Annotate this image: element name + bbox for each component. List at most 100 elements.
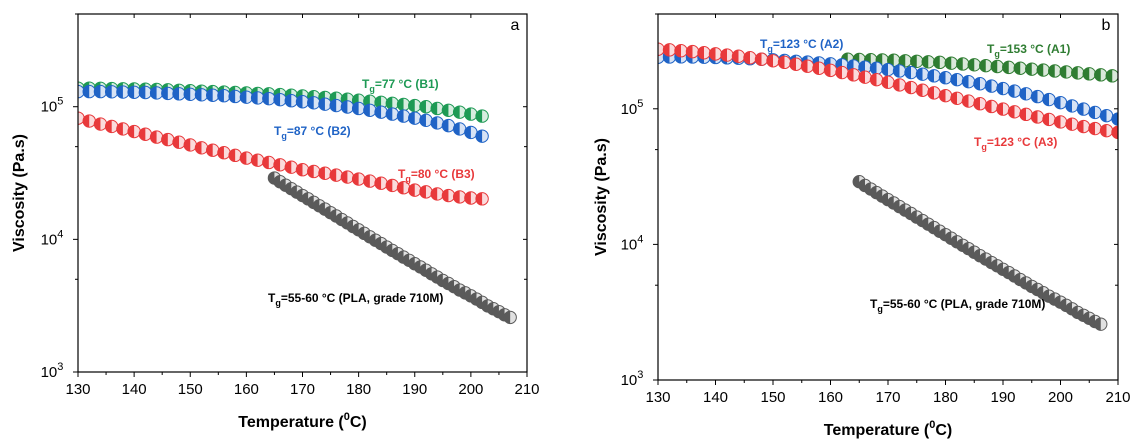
y-axis: 103 104 105	[621, 13, 1118, 389]
series-b-0	[841, 52, 1118, 83]
data-point	[419, 113, 433, 127]
x-tick-label: 170	[875, 389, 900, 406]
data-point	[910, 54, 924, 68]
data-point	[921, 55, 935, 69]
data-point	[441, 103, 456, 117]
x-axis: 130 140 150 160 170 180 190 200 210	[65, 14, 540, 398]
data-point	[812, 61, 826, 75]
data-point	[419, 185, 433, 199]
data-point	[789, 57, 803, 71]
x-tick-label: 160	[234, 381, 259, 398]
data-point	[273, 92, 287, 107]
data-point	[662, 43, 677, 57]
data-point	[1071, 66, 1085, 80]
data-point	[881, 62, 895, 77]
x-tick-label: 160	[818, 389, 843, 406]
y-axis-title: Viscosity (Pa.s)	[11, 134, 28, 252]
data-point	[777, 55, 792, 70]
data-point	[1036, 63, 1050, 77]
data-point	[823, 63, 838, 78]
data-point	[172, 87, 186, 101]
x-tick-label: 190	[990, 389, 1015, 406]
x-tick-label: 130	[65, 381, 90, 398]
data-point	[967, 58, 981, 72]
data-point	[1007, 105, 1022, 119]
data-point	[990, 59, 1004, 74]
data-point	[82, 84, 96, 99]
data-point	[869, 61, 884, 75]
data-point	[408, 183, 422, 197]
data-point	[1076, 102, 1091, 116]
data-point	[295, 95, 310, 109]
data-point	[973, 77, 987, 91]
x-tick-label: 140	[703, 389, 728, 406]
data-point	[284, 160, 298, 174]
data-point	[452, 190, 467, 204]
x-tick-label: 190	[402, 381, 427, 398]
data-point	[194, 88, 209, 102]
data-point	[183, 138, 197, 152]
x-axis-title: Temperature (0C)	[824, 419, 953, 439]
chart-panel-b: 130 140 150 160 170 180 190 200 210 103 104 105 Temp…	[593, 13, 1131, 439]
data-point	[250, 91, 265, 105]
data-point	[766, 54, 780, 68]
data-point	[1019, 107, 1033, 122]
data-point	[149, 86, 164, 100]
x-tick-label: 140	[122, 381, 147, 398]
data-point	[452, 122, 467, 136]
data-point	[984, 99, 999, 114]
x-tick-label: 210	[514, 381, 539, 398]
data-point	[452, 105, 467, 119]
x-axis: 130 140 150 160 170 180 190 200 210	[645, 14, 1131, 406]
data-point	[754, 52, 769, 66]
data-point	[973, 97, 987, 111]
data-point	[374, 176, 388, 190]
data-point	[1088, 105, 1102, 120]
data-point	[1030, 110, 1045, 124]
data-point	[138, 85, 153, 100]
data-point	[408, 111, 422, 125]
data-point	[898, 54, 912, 68]
data-point	[329, 98, 343, 113]
data-point	[904, 65, 918, 80]
y-tick-label: 103	[41, 361, 64, 381]
data-point	[217, 146, 231, 160]
data-point	[138, 127, 153, 141]
data-point	[82, 114, 96, 128]
data-point	[927, 69, 941, 83]
x-tick-label: 210	[1105, 389, 1130, 406]
series-b-2	[658, 42, 1118, 140]
data-point	[307, 164, 321, 179]
data-point	[475, 192, 489, 206]
series-label: Tg=80 °C (B3)	[398, 167, 475, 184]
data-point	[262, 91, 276, 106]
data-point	[835, 65, 849, 80]
data-point	[892, 64, 907, 78]
data-point	[1076, 119, 1091, 134]
x-tick-label: 130	[645, 389, 670, 406]
data-point	[979, 58, 993, 73]
data-point	[340, 100, 355, 114]
y-axis: 103 104 105	[41, 13, 527, 381]
y-tick-label: 104	[621, 233, 644, 253]
data-point	[430, 116, 444, 130]
data-point	[869, 72, 884, 87]
data-point	[116, 122, 130, 136]
data-point	[228, 148, 242, 163]
data-point	[996, 102, 1010, 116]
data-point	[938, 88, 953, 103]
data-point	[1053, 115, 1068, 129]
series-label: Tg=55-60 °C (PLA, grade 710M)	[268, 291, 443, 308]
data-point	[307, 96, 321, 110]
data-point	[419, 100, 433, 114]
data-point	[194, 141, 209, 155]
data-point	[149, 130, 164, 144]
data-point	[127, 124, 141, 139]
data-point	[956, 57, 970, 71]
data-point	[1059, 65, 1073, 79]
data-point	[363, 94, 377, 108]
data-point	[363, 174, 377, 188]
data-point	[206, 88, 220, 102]
data-point	[892, 78, 907, 92]
